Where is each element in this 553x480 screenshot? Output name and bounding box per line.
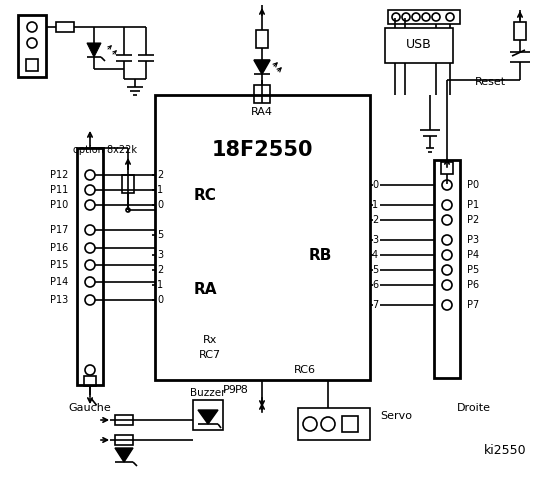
Bar [77, 148, 103, 385]
Text: RC6: RC6 [294, 365, 316, 375]
Text: 0: 0 [157, 295, 163, 305]
Bar [342, 416, 358, 432]
Text: P1: P1 [467, 200, 479, 210]
Text: Reset: Reset [474, 77, 505, 87]
Text: 3: 3 [157, 250, 163, 260]
Text: P12: P12 [50, 170, 68, 180]
Bar [122, 175, 134, 193]
Text: P4: P4 [467, 250, 479, 260]
Text: RA4: RA4 [251, 107, 273, 117]
Text: 6: 6 [372, 280, 378, 290]
Bar [26, 59, 38, 71]
Text: Buzzer: Buzzer [190, 388, 226, 398]
Text: P9: P9 [223, 385, 237, 395]
Text: P8: P8 [235, 385, 249, 395]
Text: 1: 1 [157, 280, 163, 290]
Text: 0: 0 [157, 200, 163, 210]
Text: P17: P17 [50, 225, 68, 235]
Bar [298, 408, 370, 440]
Text: P16: P16 [50, 243, 68, 253]
Text: 7: 7 [372, 300, 378, 310]
Polygon shape [87, 43, 101, 57]
Text: 3: 3 [372, 235, 378, 245]
Text: USB: USB [406, 38, 432, 51]
Bar [434, 160, 460, 378]
Text: Droite: Droite [457, 403, 491, 413]
Bar [115, 435, 133, 445]
Text: RA: RA [193, 283, 217, 298]
Text: 2: 2 [372, 215, 378, 225]
Text: 5: 5 [156, 230, 163, 240]
Text: 5: 5 [372, 265, 378, 275]
Polygon shape [198, 410, 218, 424]
Polygon shape [115, 448, 133, 462]
Text: P14: P14 [50, 277, 68, 287]
Text: 2: 2 [156, 265, 163, 275]
Text: ki2550: ki2550 [484, 444, 526, 456]
Bar [254, 85, 270, 103]
Bar [115, 415, 133, 425]
Bar [388, 10, 460, 24]
Text: 0: 0 [372, 180, 378, 190]
Text: Rx: Rx [203, 335, 217, 345]
Bar [84, 376, 96, 386]
Text: 2: 2 [156, 170, 163, 180]
Text: 1: 1 [157, 185, 163, 195]
Text: RC7: RC7 [199, 350, 221, 360]
Text: Servo: Servo [380, 411, 412, 421]
Bar [385, 28, 453, 63]
Text: P5: P5 [467, 265, 479, 275]
Bar [193, 400, 223, 430]
Text: P10: P10 [50, 200, 68, 210]
Bar [514, 22, 526, 40]
Text: P3: P3 [467, 235, 479, 245]
Text: P7: P7 [467, 300, 479, 310]
Text: RB: RB [309, 248, 332, 263]
Bar [18, 15, 46, 77]
Text: 18F2550: 18F2550 [211, 140, 313, 160]
Bar [155, 95, 370, 380]
Bar [441, 162, 453, 174]
Text: P0: P0 [467, 180, 479, 190]
Polygon shape [254, 60, 270, 74]
Text: RC: RC [194, 188, 216, 203]
Bar [256, 30, 268, 48]
Text: P13: P13 [50, 295, 68, 305]
Text: 1: 1 [372, 200, 378, 210]
Text: P15: P15 [50, 260, 68, 270]
Text: P11: P11 [50, 185, 68, 195]
Text: Gauche: Gauche [69, 403, 111, 413]
Text: P6: P6 [467, 280, 479, 290]
Text: option 8x22k: option 8x22k [73, 145, 137, 155]
Bar [56, 22, 74, 32]
Text: 4: 4 [372, 250, 378, 260]
Text: P2: P2 [467, 215, 479, 225]
